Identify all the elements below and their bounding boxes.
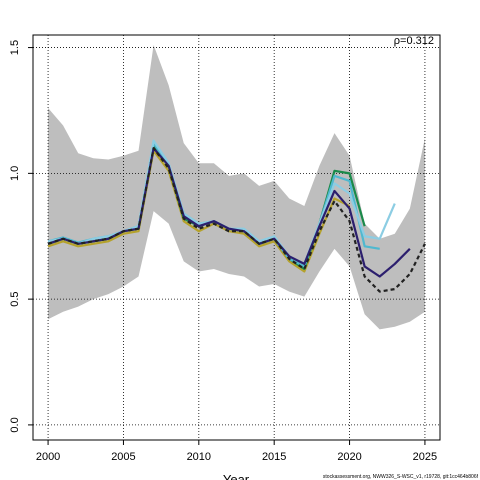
- annotation: ρ=0.312: [394, 35, 434, 47]
- footer: stockassessment.org, NWW326_S-WSC_v1, r1…: [323, 474, 479, 480]
- x-tick-label: 2025: [413, 451, 437, 463]
- x-axis-label: Year: [223, 472, 250, 480]
- y-tick-label: 1.0: [9, 166, 21, 181]
- plot-frame: [32, 34, 441, 441]
- x-tick-label: 2000: [36, 451, 60, 463]
- series-line: [47, 147, 426, 293]
- y-tick-label: 1.5: [9, 40, 21, 55]
- x-tick-label: 2015: [262, 451, 286, 463]
- x-tick-label: 2010: [187, 451, 211, 463]
- series-line: [47, 147, 411, 278]
- series-line: [47, 149, 351, 273]
- x-tick-label: 2020: [337, 451, 361, 463]
- confidence-band: [48, 45, 425, 330]
- x-tick-label: 2005: [111, 451, 135, 463]
- y-tick-label: 0.5: [9, 291, 21, 306]
- y-tick-label: 0.0: [9, 417, 21, 432]
